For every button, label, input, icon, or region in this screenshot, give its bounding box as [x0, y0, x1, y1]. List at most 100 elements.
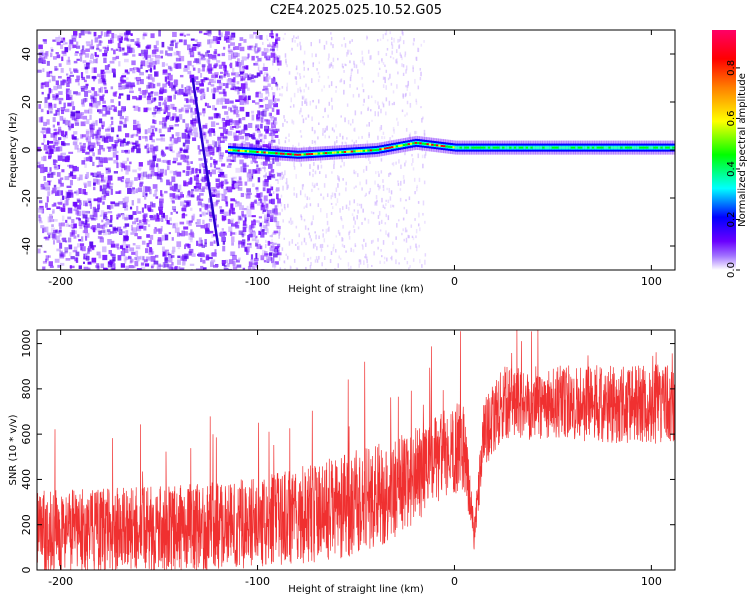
- heatmap-cell: [268, 247, 271, 252]
- heatmap-cell: [52, 219, 58, 222]
- heatmap-cell: [53, 139, 56, 143]
- heatmap-cell: [258, 197, 262, 201]
- heatmap-cell: [305, 242, 307, 246]
- heatmap-cell: [82, 214, 88, 219]
- heatmap-cell: [148, 252, 153, 255]
- heatmap-cell: [404, 151, 406, 156]
- heatmap-cell: [632, 146, 636, 149]
- heatmap-cell: [148, 62, 153, 68]
- heatmap-cell: [339, 154, 341, 159]
- heatmap-cell: [297, 242, 299, 245]
- heatmap-cell: [265, 88, 269, 94]
- heatmap-cell: [198, 198, 204, 202]
- heatmap-cell: [646, 146, 650, 149]
- heatmap-cell: [306, 196, 309, 201]
- heatmap-cell: [200, 73, 203, 78]
- heatmap-cell: [275, 128, 280, 132]
- heatmap-cell: [307, 257, 309, 262]
- heatmap-cell: [251, 262, 257, 265]
- heatmap-cell: [415, 235, 417, 239]
- heatmap-cell: [226, 79, 232, 85]
- heatmap-cell: [214, 72, 219, 76]
- heatmap-cell: [101, 188, 107, 195]
- heatmap-cell: [72, 112, 75, 117]
- heatmap-cell: [207, 67, 211, 72]
- heatmap-cell: [190, 120, 194, 126]
- heatmap-cell: [317, 187, 320, 191]
- heatmap-cell: [268, 42, 271, 45]
- heatmap-cell: [355, 185, 357, 188]
- heatmap-cell: [138, 53, 142, 56]
- heatmap-cell: [267, 119, 271, 125]
- heatmap-cell: [391, 255, 393, 261]
- heatmap-cell: [412, 136, 415, 140]
- heatmap-cell: [405, 160, 407, 163]
- heatmap-cell: [74, 52, 78, 57]
- heatmap-cell: [155, 196, 159, 199]
- heatmap-cell: [226, 70, 229, 75]
- heatmap-cell: [200, 55, 204, 59]
- heatmap-cell: [291, 47, 293, 50]
- heatmap-cell: [40, 108, 44, 113]
- heatmap-cell: [342, 237, 344, 242]
- heatmap-cell: [369, 161, 371, 164]
- heatmap-cell: [207, 209, 211, 213]
- heatmap-cell: [73, 69, 79, 74]
- heatmap-cell: [157, 237, 162, 242]
- heatmap-cell: [343, 69, 345, 73]
- heatmap-cell: [385, 203, 387, 206]
- heatmap-cell: [303, 145, 305, 149]
- heatmap-cell: [135, 250, 139, 257]
- heatmap-cell: [219, 33, 223, 38]
- heatmap-cell: [254, 102, 260, 105]
- heatmap-cell: [221, 61, 226, 66]
- heatmap-cell: [346, 150, 350, 153]
- heatmap-cell: [178, 108, 182, 113]
- heatmap-cell: [83, 85, 89, 89]
- heatmap-cell: [93, 91, 98, 97]
- heatmap-cell: [119, 33, 124, 37]
- heatmap-cell: [318, 122, 320, 125]
- heatmap-cell: [95, 156, 100, 160]
- heatmap-cell: [409, 265, 411, 268]
- heatmap-cell: [188, 129, 192, 135]
- heatmap-cell: [353, 199, 356, 204]
- heatmap-cell: [37, 146, 41, 152]
- heatmap-cell: [400, 164, 402, 169]
- heatmap-cell: [92, 79, 96, 82]
- heatmap-cell: [216, 79, 222, 84]
- heatmap-cell: [424, 259, 426, 265]
- heatmap-cell: [46, 196, 49, 203]
- heatmap-cell: [271, 60, 274, 63]
- heatmap-cell: [424, 154, 426, 159]
- heatmap-cell: [243, 167, 247, 173]
- heatmap-cell: [293, 258, 296, 263]
- heatmap-cell: [112, 145, 117, 152]
- heatmap-cell: [272, 57, 274, 62]
- heatmap-cell: [297, 35, 299, 39]
- heatmap-cell: [196, 240, 199, 246]
- heatmap-cell: [259, 143, 261, 148]
- heatmap-cell: [140, 266, 146, 270]
- heatmap-cell: [211, 192, 216, 197]
- heatmap-cell: [87, 180, 92, 187]
- heatmap-cell: [129, 260, 133, 264]
- heatmap-cell: [339, 151, 343, 154]
- heatmap-cell: [251, 55, 255, 61]
- heatmap-cell: [264, 216, 266, 222]
- heatmap-cell: [108, 261, 113, 264]
- heatmap-cell: [217, 193, 223, 196]
- heatmap-cell: [265, 120, 269, 125]
- heatmap-cell: [146, 95, 151, 101]
- heatmap-cell: [259, 245, 263, 250]
- heatmap-cell: [115, 48, 119, 51]
- heatmap-cell: [421, 117, 423, 123]
- heatmap-cell: [344, 43, 347, 48]
- heatmap-cell: [105, 167, 109, 171]
- heatmap-cell: [417, 142, 421, 145]
- heatmap-cell: [636, 146, 640, 149]
- heatmap-cell: [64, 108, 70, 113]
- heatmap-cell: [353, 141, 356, 146]
- heatmap-cell: [253, 144, 258, 147]
- heatmap-cell: [258, 31, 260, 35]
